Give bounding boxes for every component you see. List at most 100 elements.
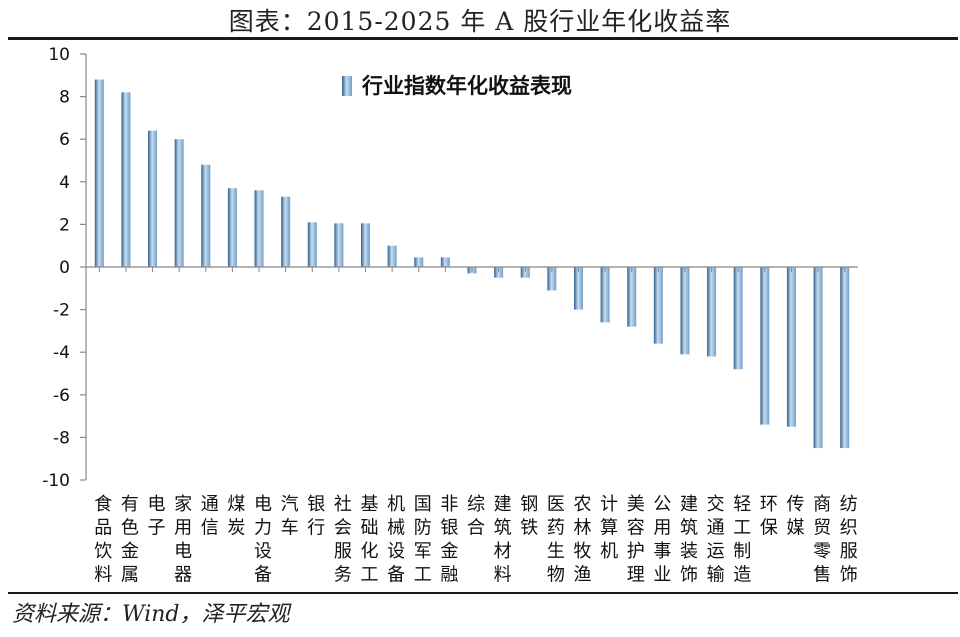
bar (227, 188, 237, 267)
category-label-char: 装 (680, 541, 698, 562)
category-label-char: 械 (387, 518, 405, 539)
category-label: 电力设备 (254, 494, 272, 586)
category-label-char: 事 (653, 541, 671, 562)
category-label-char: 融 (440, 565, 458, 586)
category-label-char: 工 (414, 565, 432, 586)
category-label-char: 商 (813, 494, 831, 515)
bar (281, 196, 291, 267)
bar (174, 139, 184, 267)
category-label-char: 药 (547, 518, 565, 539)
category-label-char: 品 (94, 518, 112, 539)
category-label-char: 筑 (680, 518, 698, 539)
category-label-char: 有 (121, 494, 139, 515)
category-label-char: 会 (334, 518, 352, 539)
y-axis: 10 8 6 4 2 0 -2 -4 -6 -8 -10 (42, 45, 87, 491)
category-label-char: 纺 (840, 494, 858, 515)
category-label-char: 媒 (786, 518, 804, 539)
category-label-char: 渔 (573, 565, 591, 586)
bar (627, 267, 637, 327)
bar (573, 267, 583, 310)
bar (307, 222, 317, 267)
category-label: 环保 (760, 494, 778, 539)
bar (387, 245, 397, 267)
category-label: 计算机 (600, 494, 618, 562)
category-label: 商贸零售 (813, 494, 831, 586)
y-tick-label: -8 (53, 428, 70, 448)
category-label-char: 饮 (94, 541, 112, 562)
category-label-char: 售 (813, 565, 831, 586)
category-label: 家用电器 (174, 494, 192, 586)
category-label-char: 力 (254, 518, 272, 539)
category-label-char: 防 (414, 518, 432, 539)
bottom-rule (8, 592, 958, 594)
category-label: 建筑材料 (494, 494, 512, 586)
category-label-char: 色 (121, 518, 139, 539)
category-label-char: 建 (494, 494, 512, 515)
category-label-char: 车 (281, 518, 299, 539)
top-rule (8, 37, 958, 40)
category-label-char: 备 (387, 565, 405, 586)
x-axis (86, 266, 858, 272)
category-label-char: 建 (680, 494, 698, 515)
y-tick-label: 4 (59, 173, 70, 193)
y-tick-label: 8 (59, 88, 70, 108)
category-label-char: 饰 (680, 565, 698, 586)
category-label-char: 础 (361, 518, 379, 539)
category-label: 轻工制造 (733, 494, 751, 586)
y-tick-label: -4 (53, 343, 70, 363)
y-tick-label: -2 (53, 301, 70, 321)
category-label-char: 计 (600, 494, 618, 515)
category-label: 非银金融 (440, 494, 458, 586)
bar (254, 190, 264, 267)
category-label: 农林牧渔 (573, 494, 591, 586)
category-label-char: 贸 (813, 518, 831, 539)
category-label: 有色金属 (121, 494, 139, 586)
category-label-char: 筑 (494, 518, 512, 539)
category-label-char: 护 (627, 541, 645, 562)
category-label-char: 用 (174, 518, 192, 539)
category-label-char: 煤 (227, 494, 245, 515)
category-label-char: 设 (387, 541, 405, 562)
category-label-char: 食 (94, 494, 112, 515)
category-label-char: 容 (627, 518, 645, 539)
bar (547, 267, 557, 291)
category-label: 传媒 (786, 494, 804, 539)
category-labels: 食品饮料有色金属电子家用电器通信煤炭电力设备汽车银行社会服务基础化工机械设备国防… (94, 494, 857, 586)
category-label-char: 机 (387, 494, 405, 515)
y-tick-label: 2 (59, 215, 70, 235)
category-label-char: 制 (733, 541, 751, 562)
category-label-char: 织 (840, 518, 858, 539)
bar (600, 267, 610, 323)
category-label-char: 物 (547, 565, 565, 586)
category-label-char: 金 (440, 541, 458, 562)
category-label: 纺织服饰 (840, 494, 858, 586)
category-label-char: 算 (600, 518, 618, 539)
category-label-char: 工 (733, 518, 751, 539)
category-label-char: 家 (174, 494, 192, 515)
category-label: 医药生物 (547, 494, 565, 586)
category-label-char: 银 (307, 494, 325, 515)
category-label-char: 电 (148, 494, 166, 515)
bar (653, 267, 663, 344)
category-label-char: 美 (627, 494, 645, 515)
category-label-char: 电 (254, 494, 272, 515)
category-label-char: 基 (361, 494, 379, 515)
category-label-char: 轻 (733, 494, 751, 515)
category-label-char: 金 (121, 541, 139, 562)
bar (733, 267, 743, 370)
bar (494, 267, 504, 278)
bar (121, 92, 131, 267)
category-label-char: 用 (653, 518, 671, 539)
category-label-char: 化 (361, 541, 379, 562)
category-label-char: 属 (121, 565, 139, 586)
category-label: 综合 (467, 494, 485, 539)
category-label-char: 林 (573, 518, 591, 539)
legend-label: 行业指数年化收益表现 (361, 74, 572, 98)
category-label-char: 工 (361, 565, 379, 586)
source-note: 资料来源：Wind，泽平宏观 (12, 602, 290, 627)
category-label-char: 行 (307, 518, 325, 539)
category-label-char: 合 (467, 518, 485, 539)
category-label-char: 机 (600, 541, 618, 562)
bar (707, 267, 717, 357)
bar (760, 267, 770, 425)
